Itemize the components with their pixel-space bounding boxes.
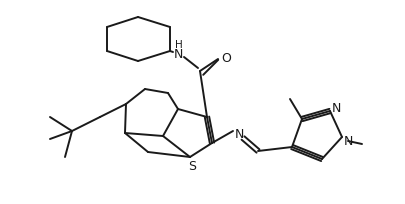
Text: N: N bbox=[173, 48, 182, 61]
Text: N: N bbox=[343, 135, 352, 148]
Text: S: S bbox=[188, 160, 196, 173]
Text: H: H bbox=[175, 40, 182, 50]
Text: O: O bbox=[220, 51, 230, 64]
Text: N: N bbox=[234, 128, 243, 141]
Text: N: N bbox=[330, 102, 340, 115]
